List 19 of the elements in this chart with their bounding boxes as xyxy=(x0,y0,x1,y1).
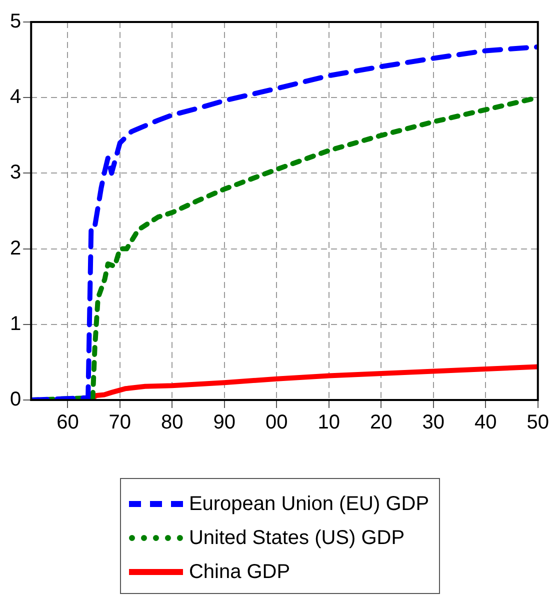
x-tick-label: 80 xyxy=(161,412,184,434)
x-tick-label: 00 xyxy=(266,412,288,434)
y-tick-label: 0 xyxy=(10,388,22,411)
x-tick-label: 50 xyxy=(526,412,549,434)
y-tick-label: 3 xyxy=(10,162,22,184)
x-tick-label: 10 xyxy=(318,412,340,434)
y-tick-label: 1 xyxy=(10,312,22,335)
y-tick-label: 4 xyxy=(10,86,22,108)
x-tick-label: 40 xyxy=(474,412,497,434)
x-tick-label: 90 xyxy=(213,412,236,434)
x-tick-label: 30 xyxy=(422,412,445,434)
legend-label: China GDP xyxy=(188,560,290,585)
y-tick-label: 5 xyxy=(10,10,22,33)
x-tick-label: 60 xyxy=(56,412,79,434)
y-tick-label: 2 xyxy=(10,237,22,260)
x-tick-label: 20 xyxy=(370,412,392,434)
legend-label: European Union (EU) GDP xyxy=(188,492,430,517)
legend-label: United States (US) GDP xyxy=(188,526,405,551)
x-tick-label: 70 xyxy=(108,412,132,434)
